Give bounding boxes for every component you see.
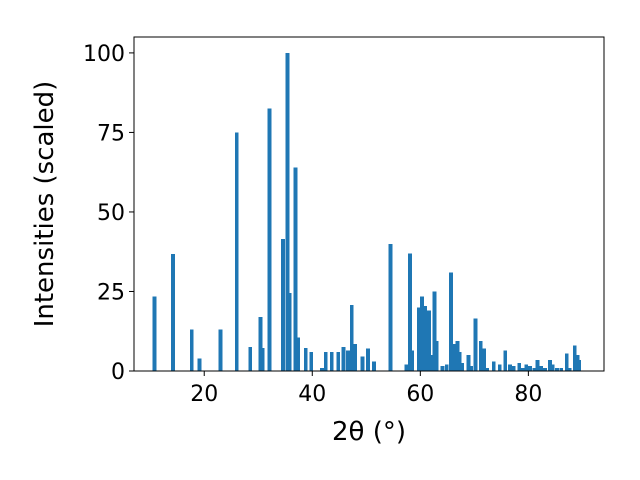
bar bbox=[466, 355, 471, 371]
y-tick-label: 100 bbox=[83, 42, 125, 67]
bar bbox=[285, 52, 290, 372]
bar bbox=[296, 337, 301, 371]
bar bbox=[511, 366, 516, 371]
bar bbox=[543, 367, 547, 371]
bar bbox=[469, 366, 473, 371]
bars-group bbox=[152, 52, 582, 372]
y-axis-ticks: 0 25 50 75 100 bbox=[83, 42, 134, 385]
bar bbox=[320, 367, 324, 371]
bar bbox=[234, 132, 239, 371]
bar bbox=[197, 358, 202, 371]
bar bbox=[528, 366, 532, 371]
bar bbox=[577, 359, 582, 371]
bar bbox=[444, 364, 449, 371]
bar bbox=[532, 367, 537, 371]
bar bbox=[440, 366, 445, 371]
x-tick-label: 60 bbox=[406, 382, 434, 407]
bar bbox=[152, 296, 157, 371]
bar bbox=[218, 329, 223, 371]
bar bbox=[171, 253, 175, 371]
bar bbox=[430, 355, 435, 371]
bar bbox=[460, 363, 464, 371]
bar bbox=[281, 238, 285, 371]
x-tick-label: 80 bbox=[514, 382, 542, 407]
bar bbox=[404, 364, 409, 371]
bar bbox=[508, 364, 512, 371]
y-tick-label: 50 bbox=[97, 201, 125, 226]
bar bbox=[478, 340, 483, 371]
bar bbox=[189, 329, 194, 371]
bar bbox=[548, 359, 552, 371]
bar bbox=[524, 364, 529, 371]
bar bbox=[539, 366, 544, 371]
bar bbox=[550, 364, 555, 371]
bar bbox=[371, 361, 376, 371]
bar bbox=[572, 345, 577, 371]
bar bbox=[473, 318, 478, 371]
bar bbox=[353, 343, 357, 371]
bar bbox=[567, 367, 572, 371]
bar bbox=[517, 363, 522, 371]
bar bbox=[482, 348, 486, 371]
bar bbox=[260, 348, 265, 371]
bar bbox=[497, 364, 502, 371]
x-tick-label: 20 bbox=[190, 382, 218, 407]
bar bbox=[535, 359, 540, 371]
x-tick-label: 40 bbox=[298, 382, 326, 407]
plot-frame bbox=[133, 36, 605, 372]
bar bbox=[457, 351, 462, 371]
bar bbox=[434, 340, 439, 371]
bar bbox=[491, 361, 496, 371]
bar bbox=[520, 367, 525, 371]
bar bbox=[360, 356, 365, 371]
bar bbox=[420, 296, 424, 371]
bar bbox=[303, 348, 308, 371]
bar bbox=[309, 351, 314, 371]
bar bbox=[388, 243, 393, 371]
bar bbox=[432, 291, 437, 371]
bar bbox=[366, 348, 370, 371]
bar bbox=[564, 353, 569, 371]
bar bbox=[555, 367, 559, 371]
bar bbox=[267, 108, 272, 371]
bar bbox=[248, 347, 253, 371]
bar bbox=[410, 350, 415, 371]
bar bbox=[408, 253, 412, 371]
bar bbox=[503, 350, 508, 371]
bar bbox=[455, 340, 460, 371]
bar bbox=[329, 351, 334, 371]
bar bbox=[559, 367, 564, 371]
bar bbox=[293, 167, 298, 371]
bar bbox=[349, 304, 354, 371]
bar bbox=[416, 307, 421, 371]
bar bbox=[452, 343, 457, 371]
y-axis-title: Intensities (scaled) bbox=[30, 81, 60, 328]
bar bbox=[258, 316, 263, 371]
x-axis-title: 2θ (°) bbox=[332, 417, 406, 447]
y-tick-label: 75 bbox=[97, 121, 125, 146]
bar bbox=[485, 367, 490, 371]
bar bbox=[346, 350, 350, 371]
bar bbox=[287, 293, 292, 371]
bar bbox=[427, 310, 431, 371]
y-tick-label: 0 bbox=[111, 360, 125, 385]
bar bbox=[336, 351, 341, 371]
bar bbox=[423, 305, 428, 371]
x-axis-ticks: 20 40 60 80 bbox=[190, 371, 542, 407]
bar bbox=[341, 347, 346, 371]
bar bbox=[449, 272, 453, 371]
bar bbox=[323, 351, 328, 371]
y-tick-label: 25 bbox=[97, 280, 125, 305]
